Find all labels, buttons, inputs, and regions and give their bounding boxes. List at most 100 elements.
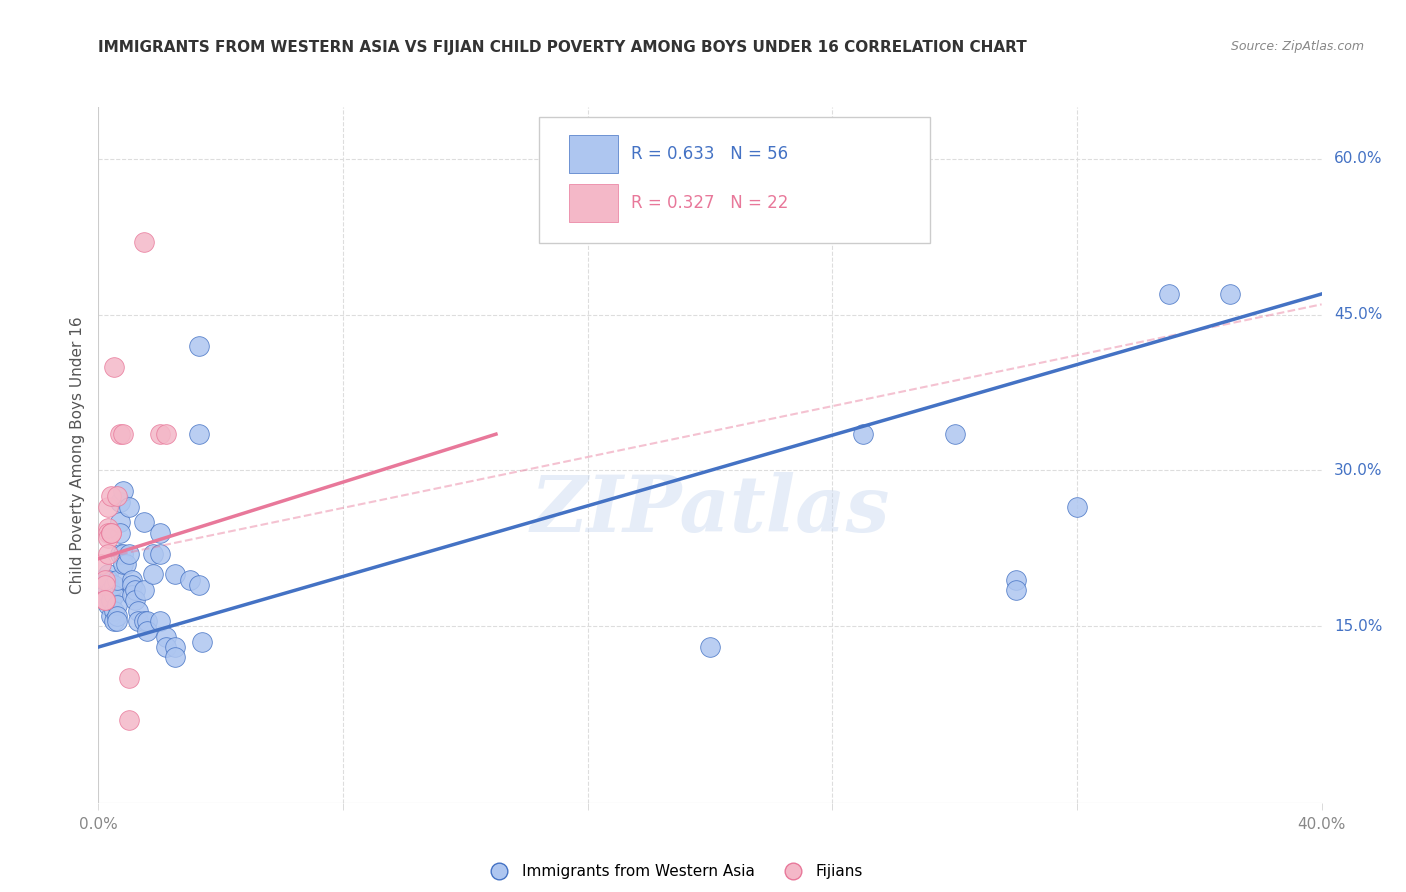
Text: 15.0%: 15.0% xyxy=(1334,619,1382,633)
Point xyxy=(108,547,131,561)
Point xyxy=(118,671,141,685)
Point xyxy=(121,588,143,602)
Point xyxy=(108,516,131,530)
Point xyxy=(142,567,165,582)
FancyBboxPatch shape xyxy=(538,118,931,243)
Point xyxy=(115,557,138,571)
Point xyxy=(105,573,128,587)
Point xyxy=(191,635,214,649)
Point xyxy=(93,593,115,607)
Point xyxy=(93,578,115,592)
Point xyxy=(105,599,128,613)
Point xyxy=(97,547,120,561)
Point xyxy=(93,593,115,607)
Point xyxy=(97,567,120,582)
Point xyxy=(93,578,115,592)
Point xyxy=(103,588,125,602)
Point xyxy=(97,520,120,534)
Point xyxy=(105,614,128,628)
Point xyxy=(97,500,120,514)
Point xyxy=(100,525,122,540)
Point xyxy=(1066,500,1088,514)
Point xyxy=(97,599,120,613)
Point xyxy=(118,713,141,727)
Point xyxy=(100,593,122,607)
Point xyxy=(1004,582,1026,597)
Point xyxy=(103,614,125,628)
Text: 45.0%: 45.0% xyxy=(1334,307,1382,322)
Point xyxy=(90,557,112,571)
Point xyxy=(188,339,211,353)
Text: ZIPatlas: ZIPatlas xyxy=(530,473,890,549)
Point xyxy=(97,531,120,545)
FancyBboxPatch shape xyxy=(569,184,619,222)
Point xyxy=(100,593,122,607)
Point xyxy=(97,525,120,540)
Point xyxy=(149,547,172,561)
Text: R = 0.327   N = 22: R = 0.327 N = 22 xyxy=(630,194,787,212)
Text: Source: ZipAtlas.com: Source: ZipAtlas.com xyxy=(1230,40,1364,54)
Point xyxy=(188,427,211,442)
Point xyxy=(111,547,134,561)
Point xyxy=(155,640,177,654)
Point xyxy=(134,516,156,530)
Point xyxy=(118,500,141,514)
Legend: Immigrants from Western Asia, Fijians: Immigrants from Western Asia, Fijians xyxy=(478,858,869,886)
Point xyxy=(149,525,172,540)
Point xyxy=(163,650,186,665)
Point xyxy=(163,567,186,582)
Point xyxy=(108,494,131,508)
FancyBboxPatch shape xyxy=(569,135,619,173)
Point xyxy=(108,525,131,540)
Point xyxy=(93,573,115,587)
Point xyxy=(852,427,875,442)
Text: R = 0.633   N = 56: R = 0.633 N = 56 xyxy=(630,145,787,163)
Text: IMMIGRANTS FROM WESTERN ASIA VS FIJIAN CHILD POVERTY AMONG BOYS UNDER 16 CORRELA: IMMIGRANTS FROM WESTERN ASIA VS FIJIAN C… xyxy=(98,40,1028,55)
Point xyxy=(111,427,134,442)
Y-axis label: Child Poverty Among Boys Under 16: Child Poverty Among Boys Under 16 xyxy=(69,316,84,594)
Point xyxy=(121,578,143,592)
Point xyxy=(134,235,156,249)
Point xyxy=(121,573,143,587)
Point xyxy=(111,557,134,571)
Text: 30.0%: 30.0% xyxy=(1334,463,1382,478)
Point xyxy=(93,588,115,602)
Point xyxy=(124,593,146,607)
Point xyxy=(127,614,149,628)
Point xyxy=(1157,287,1180,301)
Point xyxy=(155,427,177,442)
Point xyxy=(105,608,128,623)
Point xyxy=(105,490,128,504)
Point xyxy=(134,614,156,628)
Point xyxy=(103,604,125,618)
Point xyxy=(188,578,211,592)
Point xyxy=(142,547,165,561)
Point xyxy=(759,183,782,197)
Point xyxy=(699,640,721,654)
Point xyxy=(149,427,172,442)
Point xyxy=(103,359,125,374)
Point xyxy=(100,525,122,540)
Point xyxy=(90,573,112,587)
Point xyxy=(163,640,186,654)
Point xyxy=(943,427,966,442)
Point xyxy=(134,582,156,597)
Point xyxy=(118,547,141,561)
Point xyxy=(136,624,159,639)
Point xyxy=(111,484,134,499)
Point xyxy=(100,490,122,504)
Point xyxy=(100,582,122,597)
Point xyxy=(149,614,172,628)
Point xyxy=(155,630,177,644)
Point xyxy=(179,573,201,587)
Point xyxy=(108,427,131,442)
Point xyxy=(127,604,149,618)
Point xyxy=(1004,573,1026,587)
Point xyxy=(103,578,125,592)
Point xyxy=(1219,287,1241,301)
Point xyxy=(100,608,122,623)
Point xyxy=(124,582,146,597)
Point xyxy=(136,614,159,628)
Point xyxy=(97,573,120,587)
Text: 60.0%: 60.0% xyxy=(1334,152,1382,167)
